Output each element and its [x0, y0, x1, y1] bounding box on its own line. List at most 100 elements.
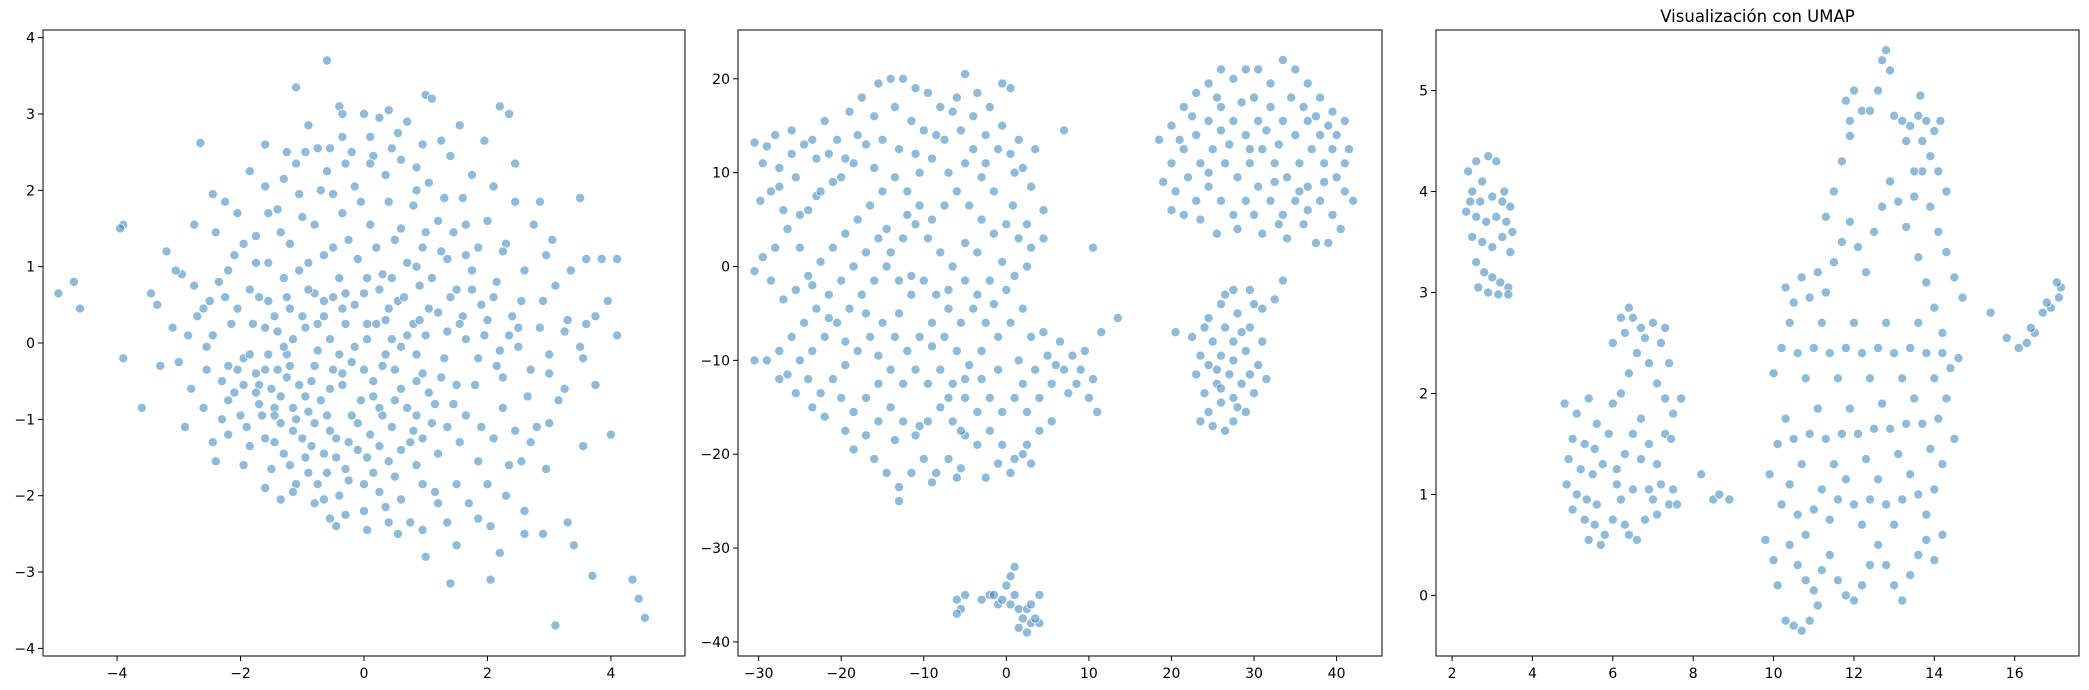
data-point: [1055, 336, 1066, 347]
data-point: [1166, 205, 1177, 216]
data-point: [485, 574, 496, 585]
data-point: [1941, 247, 1952, 258]
data-point: [565, 265, 576, 276]
data-point: [811, 153, 822, 164]
data-point: [374, 112, 385, 123]
data-point: [951, 594, 962, 605]
chart-title: Visualización con UMAP: [1660, 7, 1855, 26]
data-point: [1917, 136, 1928, 147]
data-point: [340, 509, 351, 520]
data-point: [976, 594, 987, 605]
data-point: [525, 437, 536, 448]
data-point: [1298, 102, 1309, 113]
data-point: [260, 322, 271, 333]
data-point: [951, 92, 962, 103]
data-point: [436, 135, 447, 146]
data-point: [531, 421, 542, 432]
data-point: [1499, 186, 1510, 197]
data-point: [612, 253, 623, 264]
data-point: [275, 391, 286, 402]
data-point: [1788, 620, 1799, 631]
data-point: [287, 486, 298, 497]
data-point: [1865, 494, 1876, 505]
data-point: [869, 453, 880, 464]
data-point: [1207, 144, 1218, 155]
data-point: [1030, 613, 1041, 624]
data-point: [380, 349, 391, 360]
data-point: [1881, 560, 1892, 571]
data-point: [1889, 110, 1900, 121]
y-tick-label: 0: [26, 336, 35, 352]
data-point: [408, 200, 419, 211]
data-point: [1885, 176, 1896, 187]
data-point: [411, 349, 422, 360]
data-point: [1216, 397, 1227, 408]
data-point: [510, 158, 521, 169]
data-point: [1216, 350, 1227, 361]
data-point: [420, 227, 431, 238]
data-point: [1985, 307, 1996, 318]
data-point: [395, 154, 406, 165]
data-point: [976, 172, 987, 183]
data-point: [1319, 158, 1330, 169]
data-point: [1228, 116, 1239, 127]
data-point: [1067, 350, 1078, 361]
data-point: [972, 247, 983, 258]
data-point: [749, 137, 760, 148]
data-point: [927, 341, 938, 352]
x-tick-label: 0: [360, 666, 369, 682]
data-point: [568, 540, 579, 551]
data-point: [448, 399, 459, 410]
data-point: [1800, 529, 1811, 540]
data-point: [827, 176, 838, 187]
data-point: [436, 246, 447, 257]
data-point: [223, 429, 234, 440]
data-point: [1776, 499, 1787, 510]
data-point: [993, 144, 1004, 155]
data-point: [799, 317, 810, 328]
data-point: [1828, 186, 1839, 197]
data-point: [1030, 144, 1041, 155]
data-point: [389, 471, 400, 482]
data-point: [1257, 303, 1268, 314]
data-point: [300, 322, 311, 333]
data-point: [1772, 438, 1783, 449]
data-point: [402, 116, 413, 127]
data-point: [1302, 205, 1313, 216]
data-point: [145, 288, 156, 299]
data-point: [1224, 369, 1235, 380]
data-point: [383, 196, 394, 207]
data-point: [1933, 166, 1944, 177]
y-tick-label: −40: [700, 635, 730, 651]
data-point: [627, 574, 638, 585]
data-point: [1228, 416, 1239, 427]
data-point: [1191, 195, 1202, 206]
data-point: [324, 143, 335, 154]
data-point: [278, 341, 289, 352]
data-point: [365, 131, 376, 142]
data-point: [1816, 484, 1827, 495]
x-tick-label: −4: [107, 666, 128, 682]
data-point: [1800, 373, 1811, 384]
data-point: [581, 253, 592, 264]
data-point: [955, 463, 966, 474]
data-point: [1009, 561, 1020, 572]
data-point: [1461, 206, 1472, 217]
data-point: [935, 402, 946, 413]
data-point: [1216, 125, 1227, 136]
x-tick-label: 2: [483, 666, 492, 682]
data-point: [935, 364, 946, 375]
data-point: [1913, 489, 1924, 500]
data-point: [207, 330, 218, 341]
data-point: [840, 425, 851, 436]
data-point: [1595, 539, 1606, 550]
data-point: [823, 313, 834, 324]
data-point: [1828, 257, 1839, 268]
data-point: [1154, 134, 1165, 145]
data-point: [1001, 219, 1012, 230]
data-point: [1191, 130, 1202, 141]
data-point: [873, 78, 884, 89]
data-point: [757, 252, 768, 263]
data-point: [889, 331, 900, 342]
